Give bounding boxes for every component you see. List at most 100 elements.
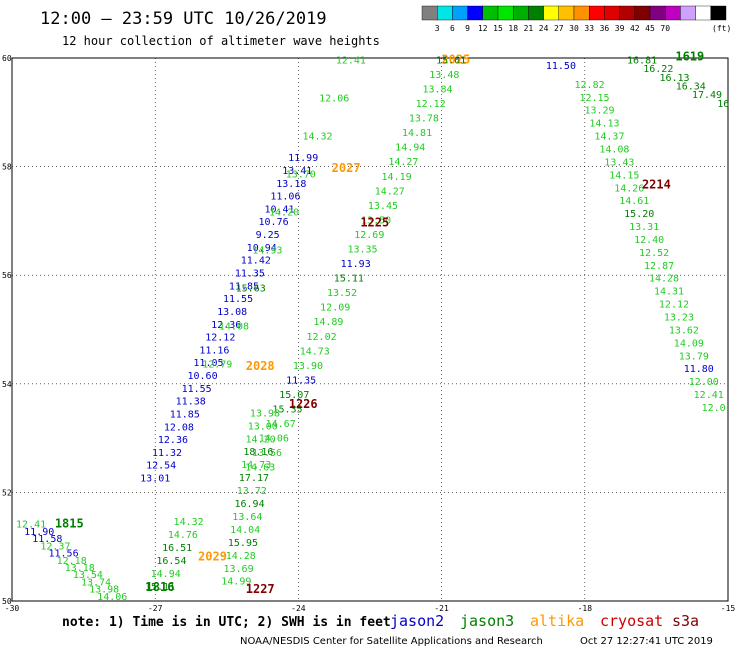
wave-height-label: 11.80 (684, 364, 714, 375)
wave-height-label: 11.42 (241, 256, 271, 267)
wave-height-label: 12.69 (354, 230, 384, 241)
wave-height-label: 15.35 (272, 405, 302, 416)
wave-height-label: 14.27 (388, 157, 418, 168)
pass-label: 2027 (332, 161, 361, 175)
wave-height-label: 13.52 (327, 288, 357, 299)
wave-height-label: 14.73 (241, 460, 271, 471)
pass-label: 1226 (289, 397, 318, 411)
wave-height-label: 12.41 (16, 520, 46, 531)
wave-height-label: 14.81 (402, 128, 432, 139)
wave-height-label: 14.89 (313, 317, 343, 328)
wave-height-label: 13.54 (73, 570, 103, 581)
wave-height-label: 11.35 (235, 269, 265, 280)
wave-height-label: 15.20 (624, 209, 654, 220)
wave-height-label: 15.11 (145, 582, 175, 593)
wave-height-label: 13.18 (65, 563, 95, 574)
wave-height-label: 15.07 (279, 390, 309, 401)
scale-tick-label: 39 (615, 24, 625, 33)
wave-height-label: 11.05 (193, 358, 223, 369)
wave-height-label: 12.41 (694, 390, 724, 401)
satellite-tracks: 12.4111.9011.5812.3711.5612.1813.1813.54… (16, 50, 729, 603)
wave-height-label: 13.98 (89, 585, 119, 596)
pass-label: 2029 (198, 549, 227, 563)
pass-label: 2028 (246, 359, 275, 373)
wave-height-label: 14.31 (654, 287, 684, 298)
wave-height-label: 16.34 (676, 81, 706, 92)
wave-height-label: 12.87 (644, 261, 674, 272)
wave-height-label: 14.37 (594, 132, 624, 143)
wave-height-label: 15.95 (228, 538, 258, 549)
wave-height-label: 9.25 (256, 230, 280, 241)
y-tick-label: 50 (2, 597, 12, 606)
scale-tick-label: 21 (524, 24, 534, 33)
scale-tick-label: 42 (630, 24, 640, 33)
wave-height-label: 13.62 (669, 325, 699, 336)
pass-label: 2025 (441, 52, 470, 66)
wave-height-label: 13.18 (276, 179, 306, 190)
wave-height-label: 13.43 (604, 157, 634, 168)
wave-height-label: 11.93 (341, 259, 371, 270)
wave-height-label: 10.41 (264, 204, 294, 215)
wave-height-label: 10.60 (187, 371, 217, 382)
scale-swatch (665, 5, 681, 21)
wave-height-label: 13.29 (584, 106, 614, 117)
wave-height-label: 11.32 (152, 448, 182, 459)
axis-ticks: -30 -27 -24 -21 -18 -15 50 52 54 56 58 60 (2, 54, 735, 613)
y-tick-label: 58 (2, 163, 12, 172)
wave-height-label: 13.50 (361, 215, 391, 226)
wave-height-label: 11.58 (32, 534, 62, 545)
wave-height-label: 14.94 (151, 569, 181, 580)
wave-height-label: 12.36 (211, 320, 241, 331)
wave-height-label: 14.99 (221, 577, 251, 588)
color-scale-legend: 3 6 9 12 15 18 21 24 27 30 33 36 39 42 45 70 (ft) (421, 5, 731, 33)
scale-swatch (634, 5, 651, 21)
footer-credit: NOAA/NESDIS Center for Satellite Applica… (240, 636, 543, 647)
footer-note: note: 1) Time is in UTC; 2) SWH is in fe… (62, 615, 391, 630)
wave-height-label: 17.49 (692, 90, 722, 101)
wave-height-label: 12.0 (702, 403, 726, 414)
wave-height-label: 12.79 (202, 360, 232, 371)
x-tick-label: -27 (148, 604, 163, 613)
wave-height-label: 12.18 (57, 556, 87, 567)
wave-height-label: 14.06 (259, 434, 289, 445)
wave-height-label: 11.38 (176, 397, 206, 408)
wave-height-label: 12.02 (307, 332, 337, 343)
scale-swatch (543, 5, 559, 21)
wave-height-label: 14.08 (599, 144, 629, 155)
wave-height-label: 13.48 (429, 70, 459, 81)
pass-label: 1225 (360, 215, 389, 229)
wave-height-label: 11.16 (199, 345, 229, 356)
gridlines (12, 58, 728, 601)
scale-swatch (513, 5, 529, 21)
wave-height-label: 14.32 (302, 131, 332, 142)
wave-height-label: 14.94 (395, 143, 425, 154)
wave-height-label: 14.32 (174, 517, 204, 528)
scale-tick-label: 3 (435, 24, 440, 33)
wave-height-label: 14.61 (619, 196, 649, 207)
scale-tick-label: 6 (450, 24, 455, 33)
wave-height-label: 12.08 (164, 422, 194, 433)
footer-timestamp: Oct 27 12:27:41 UTC 2019 (580, 636, 713, 647)
wave-height-label: 13.90 (293, 361, 323, 372)
wave-height-label: 16.22 (643, 64, 673, 75)
scale-tick-label: 27 (554, 24, 564, 33)
pass-label: 1815 (55, 517, 84, 531)
wave-height-label: 14.27 (375, 186, 405, 197)
wave-height-label: 14.09 (674, 338, 704, 349)
wave-height-label: 13.08 (217, 307, 247, 318)
scale-swatch (528, 5, 544, 21)
x-tick-label: -30 (5, 604, 20, 613)
x-tick-label: -18 (578, 604, 593, 613)
scale-swatch (680, 5, 696, 21)
wave-height-label: 14.08 (219, 322, 249, 333)
wave-height-label: 16.94 (235, 499, 265, 510)
y-tick-label: 60 (2, 54, 12, 63)
wave-height-label: 12.40 (634, 235, 664, 246)
wave-height-label: 11.55 (223, 294, 253, 305)
scale-tick-label: 30 (569, 24, 579, 33)
wave-height-label: 13.01 (140, 474, 170, 485)
scale-tick-label: 36 (600, 24, 610, 33)
wave-height-label: 11.56 (48, 549, 78, 560)
wave-height-label: 12.12 (205, 333, 235, 344)
wave-height-label: 13.45 (368, 201, 398, 212)
